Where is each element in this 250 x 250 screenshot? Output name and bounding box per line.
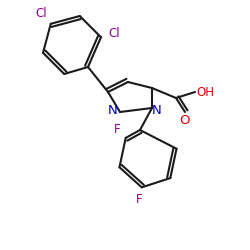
Text: N: N <box>152 104 162 118</box>
Text: Cl: Cl <box>109 27 120 40</box>
Text: F: F <box>136 192 142 205</box>
Text: OH: OH <box>196 86 214 98</box>
Text: F: F <box>114 124 120 136</box>
Text: N: N <box>108 104 118 118</box>
Text: Cl: Cl <box>35 8 47 20</box>
Text: O: O <box>180 114 190 126</box>
